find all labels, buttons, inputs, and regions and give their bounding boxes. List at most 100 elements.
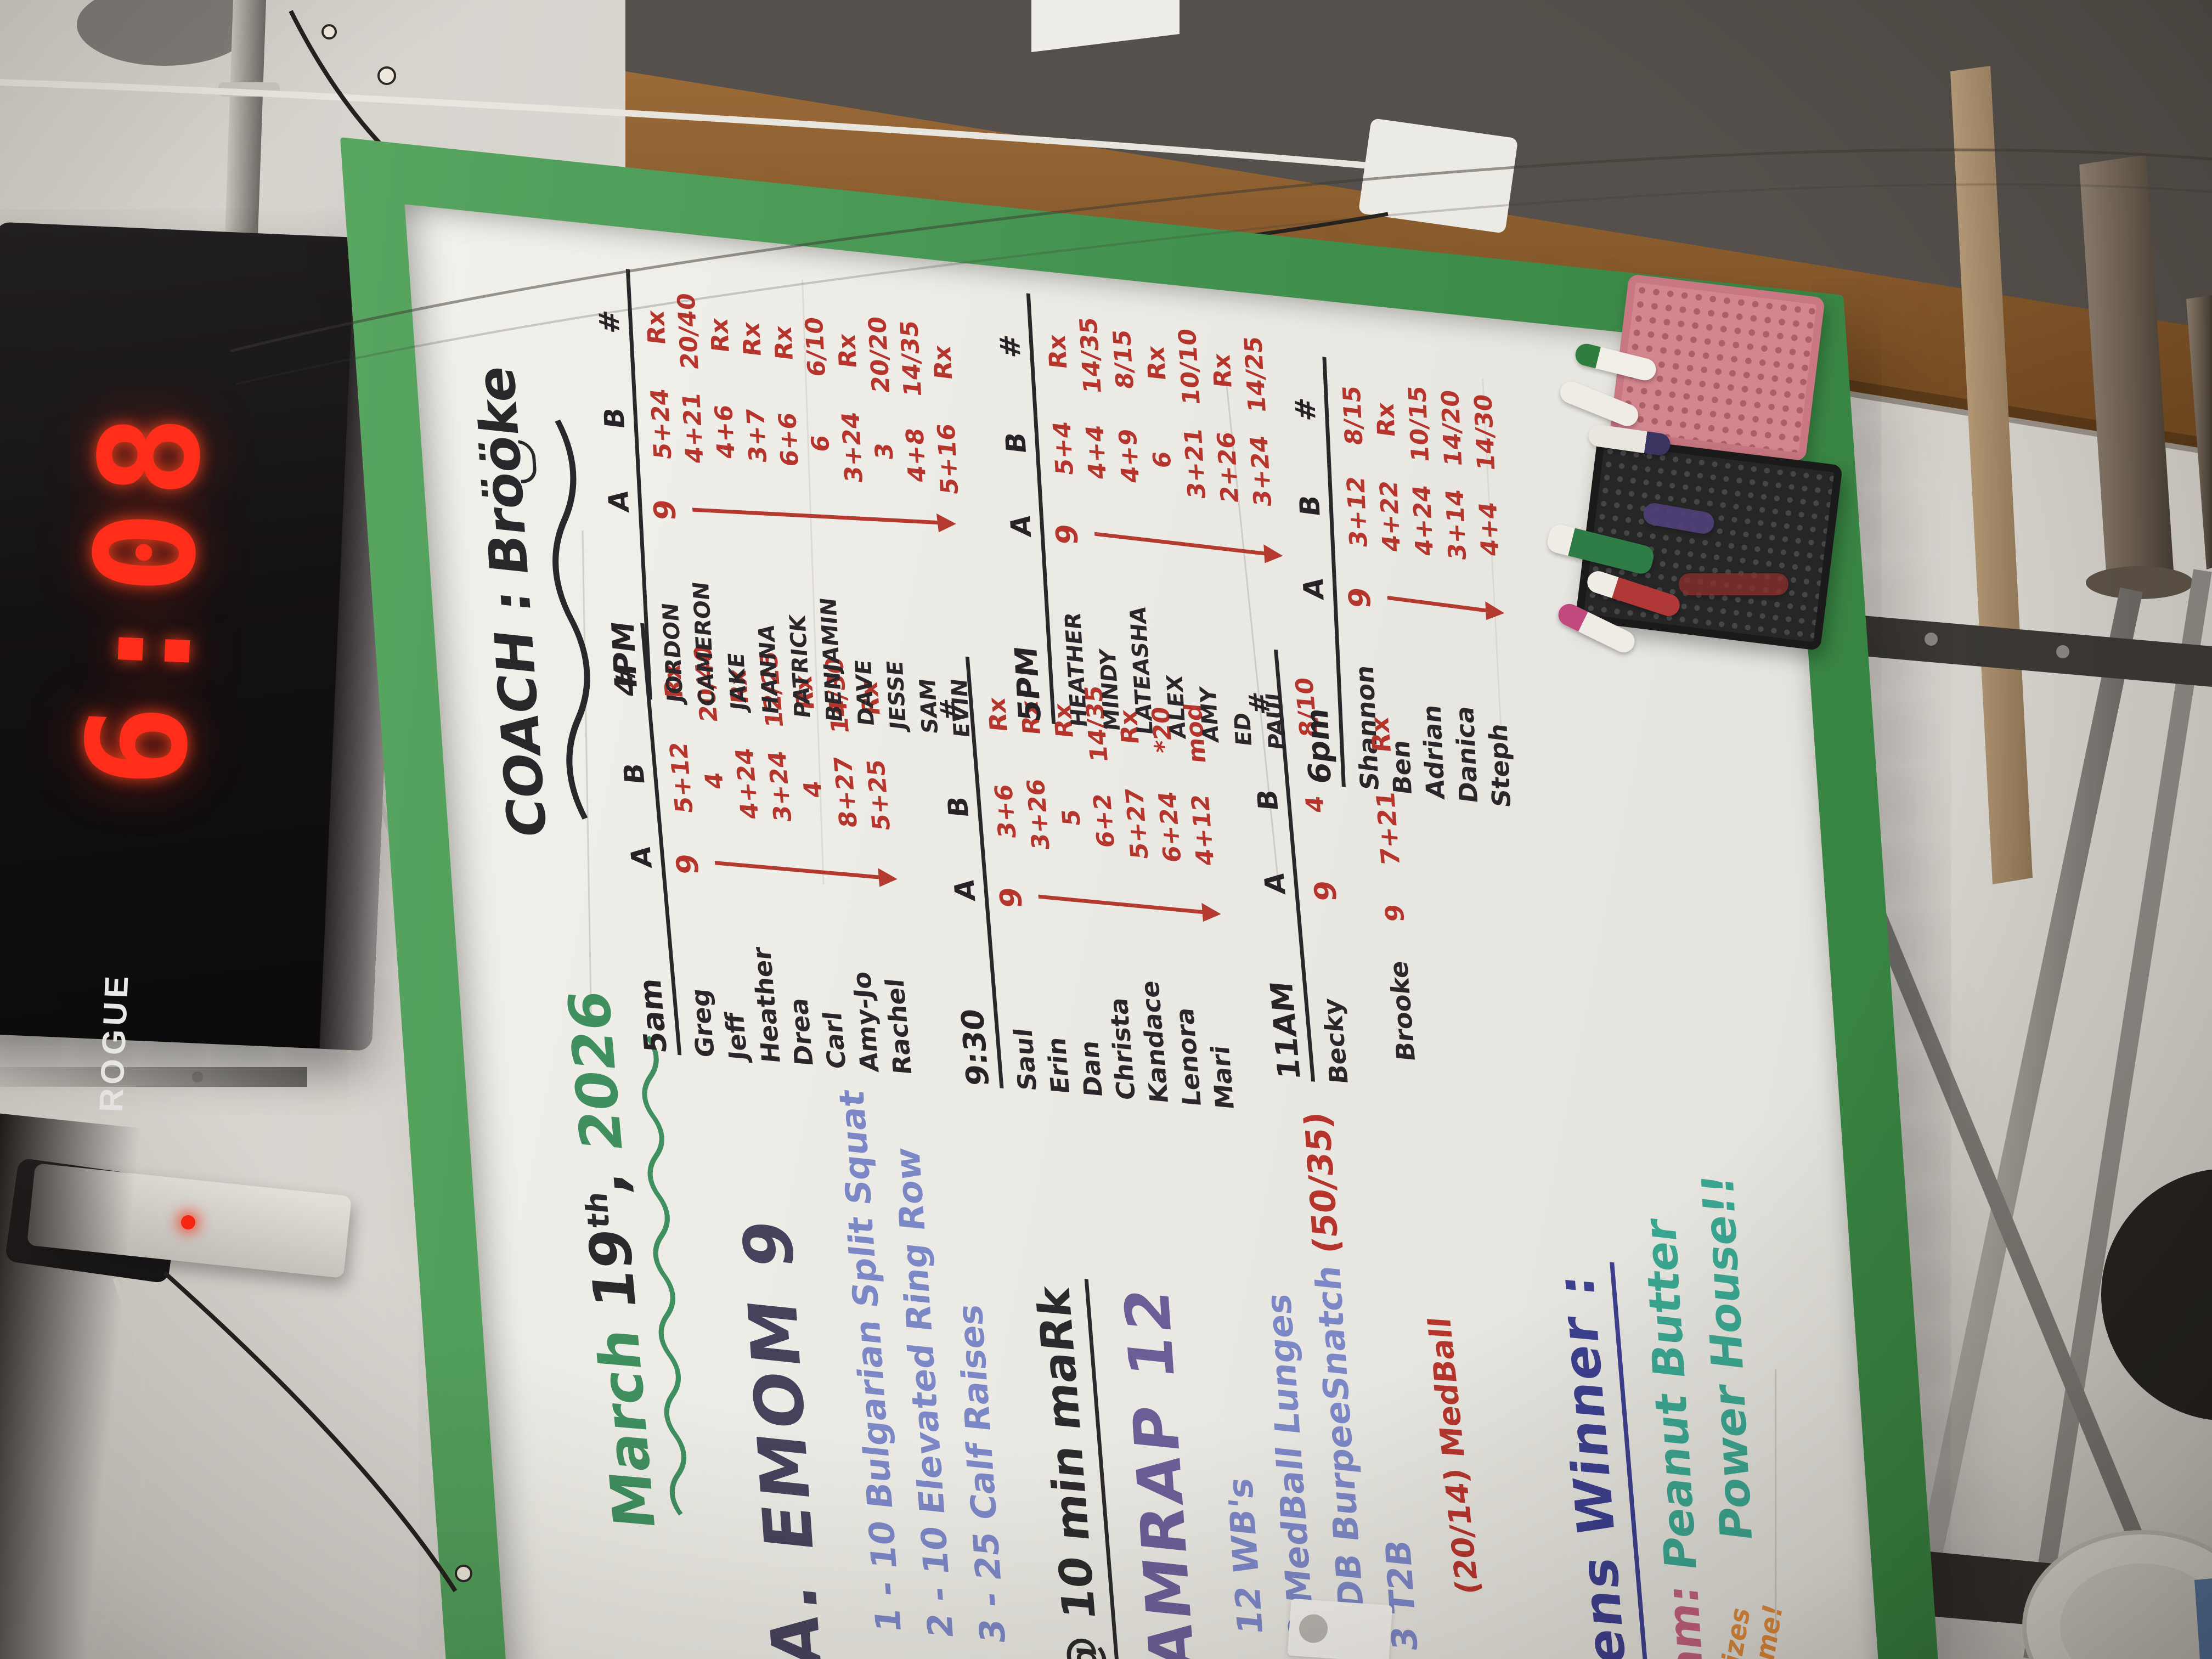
bucket-lid [2022,1530,2212,1659]
weight-note: (50/35) [1297,1109,1347,1256]
string-light-bulb [377,66,396,85]
score-hash: Rx [928,343,958,382]
athlete-name: Danica [1449,704,1484,805]
wooden-pole [1950,66,2033,884]
ceiling-light-patch [1031,0,1180,52]
score-b: 6 [1147,449,1177,470]
class-table-4pm: 4PM A B # 9 JORDON 5+24 Rx [586,264,979,740]
athlete-name: BENJAMIN [816,596,848,724]
score-b: 4+24 [1407,483,1439,558]
score-a-all: 9 [1049,522,1085,547]
score-b: 3+12 [1341,475,1373,550]
score-b: 5+4 [1047,419,1079,477]
class-table-6pm: 6pm A B # 9 Shannon 3+12 8/15 [1283,352,1518,809]
team-name-line-2: Power House!! [1692,1171,1763,1544]
athlete-name: ALEX [1162,674,1192,740]
score-b: 4+4 [1080,423,1112,481]
ten-min-mark-label: @ 10 min maRk [1026,1273,1121,1659]
score-hash: 8/15 [1108,328,1139,391]
score-a-all: 9 [669,852,706,876]
athlete-name: PATRICK [785,613,816,720]
score-hash: Rx [769,324,799,362]
string-light-bulb [321,24,337,40]
score-hash: Rx [1141,344,1172,382]
horizontal-pipe [0,1067,307,1087]
score-b: 4+6 [709,403,741,461]
blue-object [2194,1578,2212,1659]
score-hash: 14/20 [1436,388,1468,469]
barbell-sleeve [2079,155,2174,580]
rogue-logo: ROGUE [92,971,136,1113]
amrap-movements: 12 WB's 9 MedBall Lunges 6 DB BurpeeSnat… [1188,1098,1432,1654]
score-hash: 20/20 [863,314,895,395]
barbell-sleeve-right [2186,295,2212,569]
score-hash: Rx [982,696,1013,733]
score-hash: 10/10 [1173,327,1206,407]
coach-underline-squiggle [552,419,590,820]
athlete-name: ED [1229,711,1257,748]
score-b: 8+27 [828,755,863,830]
athlete-name: MINDY [1095,648,1126,732]
score-b: 5+12 [664,741,699,815]
score-b: 4+12 [1186,793,1220,867]
class-time: 6pm [1299,706,1339,786]
conduit-clamp [218,82,280,97]
score-hash: Rx [1207,352,1238,390]
score-b: 3+26 [1022,777,1056,851]
score-b: 4+4 [1474,500,1505,558]
score-hash: Rx [641,308,672,347]
score-b: 3+7 [741,407,772,465]
class-time: 5am [632,977,675,1055]
opens-winner-heading: Opens Winner : [1544,1256,1655,1659]
dry-erase-marker [1679,573,1788,595]
rogue-timer: 6:08 ROGUE [0,222,407,1113]
score-hash: 6/10 [800,315,831,379]
score-b: 4+8 [900,426,932,484]
smiley-doodle [518,439,538,485]
score-hash: Rx [737,320,767,358]
score-b: 3+24 [836,410,868,485]
score-b: 4+9 [1113,427,1145,485]
score-b: 5+27 [1120,787,1154,861]
score-hash: 20/40 [672,291,704,371]
cable [163,1271,458,1593]
score-b: 2+26 [1212,430,1244,505]
athlete-name: DAVE [850,658,880,728]
dark-floor-corner [0,1113,141,1659]
athlete-name: Becky [1317,997,1355,1085]
white-cable [0,79,1389,171]
prizes-note: *prizesto come! [1709,1600,1788,1659]
score-b: 4 [699,771,729,791]
emom-movements: 1 - 10 Bulgarian Split Squat 2 - 10 Elev… [831,1087,1014,1645]
athlete-name: HEATHER [1060,611,1093,729]
athlete-name: HANNA [754,623,784,716]
athlete-name: LATEASHA [1125,605,1159,736]
score-b: 3+24 [763,749,797,823]
score-b: 6 [806,433,835,454]
whiteboard: March 19th, 2026 COACH :Brööke A. EMOM 9… [340,137,1954,1659]
athlete-name: JORDON [658,601,689,704]
score-b: 5+25 [861,758,896,832]
athlete-name: SAM [915,677,944,736]
electrical-box [1359,119,1517,233]
score-hash: 14/25 [1239,335,1272,415]
score-b: 6+6 [773,410,804,469]
power-led [181,1215,195,1229]
score-a-all: 9 [647,497,683,523]
score-hash: 14/30 [1469,392,1501,473]
score-b: 3+24 [1245,434,1277,509]
score-b: 5 [1057,808,1086,828]
score-hash: 14/35 [895,318,927,399]
score-a-all: 9 [1307,879,1344,903]
score-b: 5+16 [932,421,964,496]
dark-equipment [2101,1169,2212,1420]
medball-weight-note: (20/14) MedBall [1422,1316,1487,1596]
score-hash: 14/35 [1074,315,1107,396]
score-b: 3+21 [1179,426,1211,501]
whiteboard-surface: March 19th, 2026 COACH :Brööke A. EMOM 9… [404,204,1889,1659]
dark-object-top-left [77,0,252,66]
wall-rack-rail [1838,613,2212,687]
athlete-name: JAKE [724,651,752,712]
date-underline-squiggle [642,1035,686,1516]
class-time: 9:30 [955,1007,997,1088]
